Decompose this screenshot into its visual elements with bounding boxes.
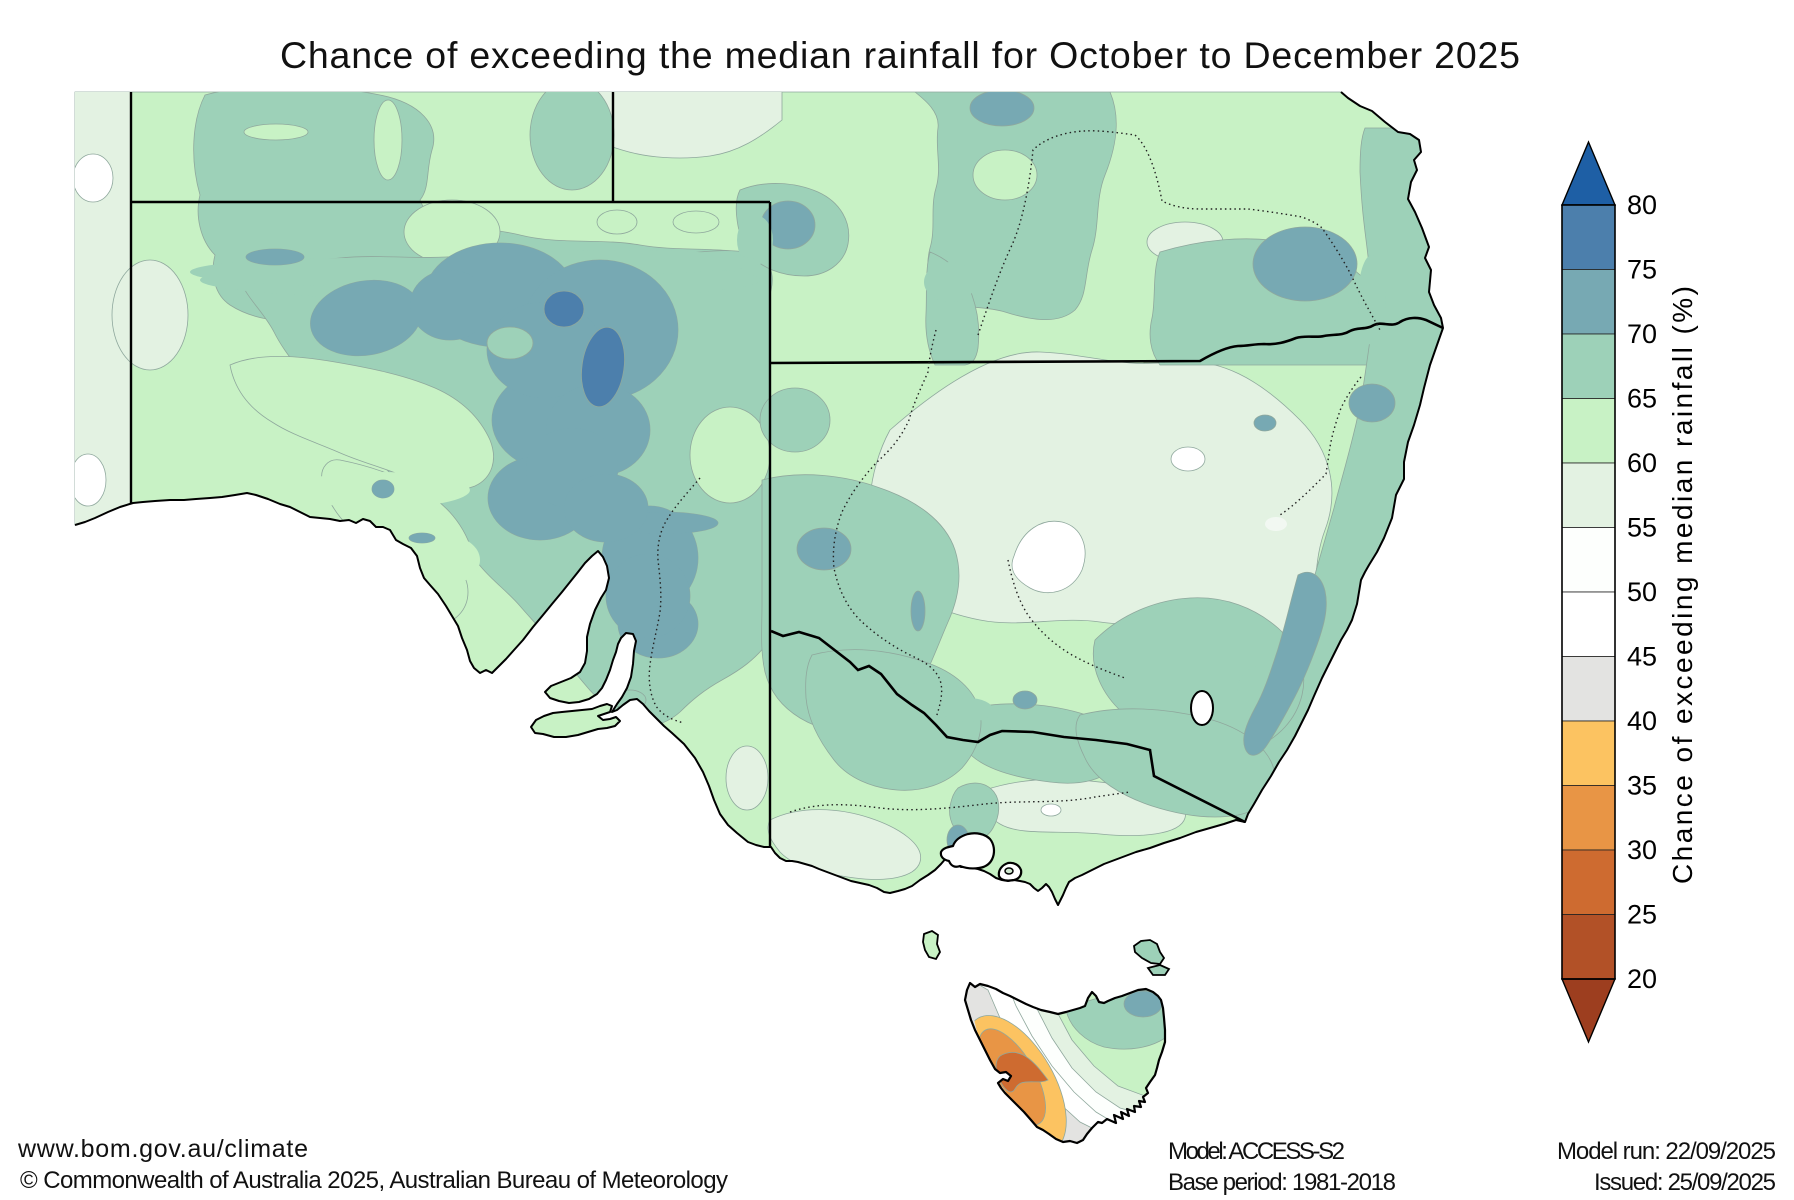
svg-text:25: 25 xyxy=(1627,900,1657,930)
svg-text:35: 35 xyxy=(1627,771,1657,801)
svg-text:30: 30 xyxy=(1627,835,1657,865)
svg-text:50: 50 xyxy=(1627,577,1657,607)
svg-text:Issued: 25/09/2025: Issued: 25/09/2025 xyxy=(1594,1169,1776,1196)
svg-text:20: 20 xyxy=(1627,964,1657,994)
svg-text:80: 80 xyxy=(1627,190,1657,220)
svg-text:40: 40 xyxy=(1627,706,1657,736)
svg-text:Base period: 1981-2018: Base period: 1981-2018 xyxy=(1168,1169,1396,1196)
svg-text:Model: ACCESS-S2: Model: ACCESS-S2 xyxy=(1168,1138,1345,1165)
svg-text:70: 70 xyxy=(1627,319,1657,349)
svg-text:Chance of exceeding median rai: Chance of exceeding median rainfall (%) xyxy=(1667,286,1698,884)
svg-text:45: 45 xyxy=(1627,642,1657,672)
svg-text:www.bom.gov.au/climate: www.bom.gov.au/climate xyxy=(17,1135,308,1163)
svg-text:Model run: 22/09/2025: Model run: 22/09/2025 xyxy=(1557,1138,1776,1165)
svg-text:Chance of exceeding the median: Chance of exceeding the median rainfall … xyxy=(280,34,1520,76)
svg-text:© Commonwealth of Australia 20: © Commonwealth of Australia 2025, Austra… xyxy=(20,1167,728,1194)
svg-text:65: 65 xyxy=(1627,384,1657,414)
svg-text:55: 55 xyxy=(1627,513,1657,543)
svg-text:60: 60 xyxy=(1627,448,1657,478)
svg-text:75: 75 xyxy=(1627,255,1657,285)
